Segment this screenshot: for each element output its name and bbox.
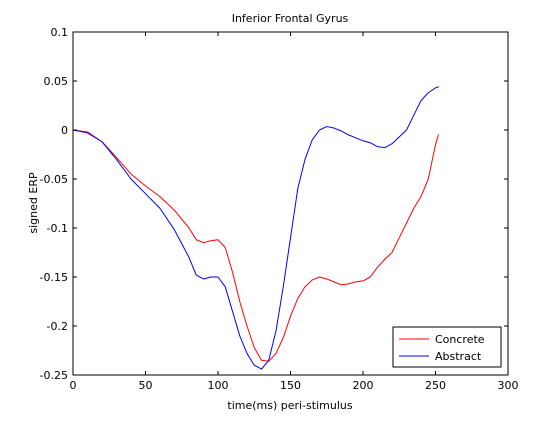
y-tick-label: 0 bbox=[61, 124, 68, 137]
ticks-layer: 0 50 100 150 200 250 300 -0.25 -0.2 -0.15 -0.1 -0.0… bbox=[40, 26, 519, 392]
y-tick-label: 0.05 bbox=[44, 75, 69, 88]
x-tick-label: 150 bbox=[280, 379, 301, 392]
series-line-concrete bbox=[72, 129, 439, 362]
chart-title: Inferior Frontal Gyrus bbox=[232, 12, 349, 25]
x-tick-label: 200 bbox=[353, 379, 374, 392]
series-layer bbox=[72, 86, 439, 370]
x-axis-label: time(ms) peri-stimulus bbox=[227, 399, 352, 412]
x-tick-label: 0 bbox=[70, 379, 77, 392]
series-line-abstract bbox=[72, 86, 439, 370]
x-tick-label: 250 bbox=[425, 379, 446, 392]
x-tick-label: 300 bbox=[498, 379, 519, 392]
legend-label-concrete: Concrete bbox=[435, 333, 485, 346]
y-tick-label: -0.15 bbox=[40, 271, 68, 284]
plot-area bbox=[73, 32, 508, 375]
y-tick-label: -0.25 bbox=[40, 369, 68, 382]
legend-label-abstract: Abstract bbox=[435, 350, 482, 363]
y-tick-label: 0.1 bbox=[51, 26, 69, 39]
y-tick-label: -0.1 bbox=[47, 222, 68, 235]
legend-box bbox=[392, 326, 502, 368]
y-tick-label: -0.05 bbox=[40, 173, 68, 186]
y-axis-label: signed ERP bbox=[27, 172, 40, 234]
legend: Concrete Abstract bbox=[392, 326, 502, 368]
y-tick-label: -0.2 bbox=[47, 320, 68, 333]
x-tick-label: 100 bbox=[208, 379, 229, 392]
x-tick-label: 50 bbox=[139, 379, 153, 392]
